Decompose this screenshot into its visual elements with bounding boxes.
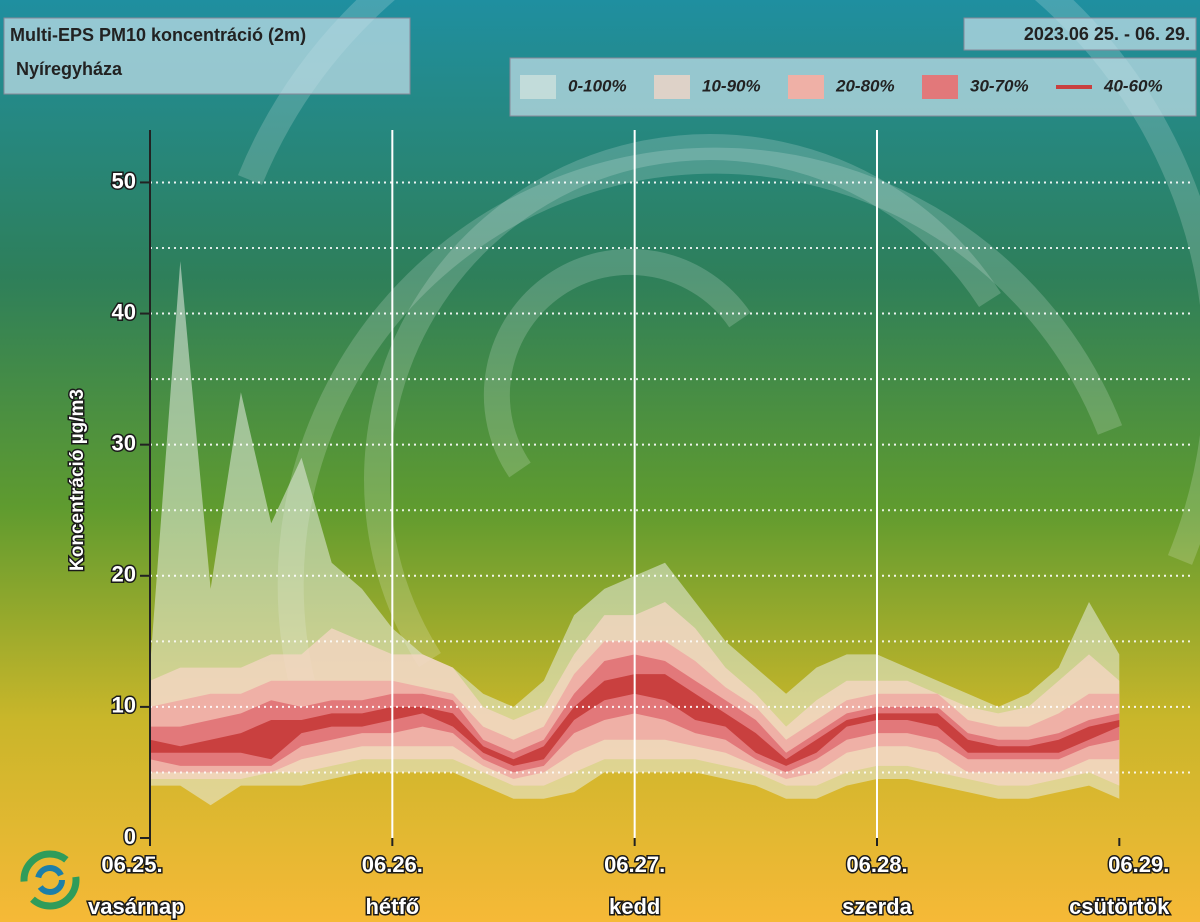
legend-label: 20-80% xyxy=(835,76,895,95)
y-tick-label: 0 xyxy=(124,824,136,849)
y-tick-label: 40 xyxy=(112,299,136,324)
y-axis-label: Koncentráció µg/m3 xyxy=(67,389,88,571)
legend-label: 0-100% xyxy=(568,76,627,95)
x-sublabel: csütörtök xyxy=(1069,894,1170,919)
legend-swatch xyxy=(654,75,690,99)
chart: Multi-EPS PM10 koncentráció (2m) Nyíregy… xyxy=(0,0,1200,922)
x-sublabel: hétfő xyxy=(365,894,419,919)
x-tick-label: 06.28. xyxy=(846,852,907,877)
y-tick-label: 30 xyxy=(112,430,136,455)
x-tick-label: 06.27. xyxy=(604,852,665,877)
y-tick-label: 20 xyxy=(112,562,136,587)
legend-label: 30-70% xyxy=(970,76,1029,95)
legend-swatch xyxy=(520,75,556,99)
x-sublabel: kedd xyxy=(609,894,660,919)
y-tick-label: 50 xyxy=(112,168,136,193)
legend-swatch xyxy=(788,75,824,99)
x-tick-label: 06.29. xyxy=(1108,852,1169,877)
x-sublabel: szerda xyxy=(842,894,912,919)
chart-subtitle: Nyíregyháza xyxy=(16,59,123,79)
y-tick-label: 10 xyxy=(112,693,136,718)
legend-label: 40-60% xyxy=(1103,76,1163,95)
x-tick-label: 06.26. xyxy=(362,852,423,877)
chart-title: Multi-EPS PM10 koncentráció (2m) xyxy=(10,25,306,45)
legend-label: 10-90% xyxy=(702,76,761,95)
legend-swatch xyxy=(922,75,958,99)
x-sublabel: vasárnap xyxy=(88,894,185,919)
x-tick-label: 06.25. xyxy=(101,852,162,877)
date-range: 2023.06 25. - 06. 29. xyxy=(1024,24,1190,44)
